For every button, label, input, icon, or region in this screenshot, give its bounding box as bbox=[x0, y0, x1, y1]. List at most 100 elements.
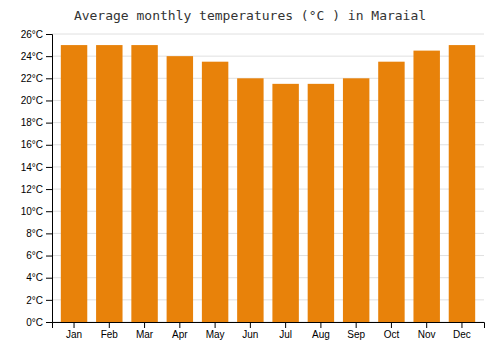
x-tick: Jan bbox=[66, 322, 82, 340]
tick-mark bbox=[426, 322, 427, 328]
grid-line bbox=[52, 34, 484, 35]
tick-label: May bbox=[206, 329, 225, 340]
tick-mark bbox=[46, 211, 52, 212]
tick-mark bbox=[144, 322, 145, 328]
tick-mark bbox=[356, 322, 357, 328]
x-tick: Jun bbox=[242, 322, 258, 340]
tick-label: 2°C bbox=[26, 295, 43, 306]
tick-label: 26°C bbox=[21, 29, 43, 40]
bar bbox=[308, 84, 334, 322]
y-tick: 2°C bbox=[26, 295, 52, 306]
tick-mark bbox=[46, 322, 52, 323]
bar bbox=[61, 45, 87, 322]
tick-mark bbox=[285, 322, 286, 328]
tick-label: 4°C bbox=[26, 272, 43, 283]
tick-mark bbox=[46, 123, 52, 124]
x-tick: May bbox=[206, 322, 225, 340]
tick-mark bbox=[461, 322, 462, 328]
bar bbox=[272, 84, 298, 322]
chart: Jan Feb Mar Apr May Jun Jul Aug Sep Oct Nov Dec 0°C 2… bbox=[0, 0, 500, 350]
bar bbox=[237, 78, 263, 322]
y-tick: 26°C bbox=[21, 29, 52, 40]
bar bbox=[449, 45, 475, 322]
y-tick: 4°C bbox=[26, 272, 52, 283]
tick-label: Jun bbox=[242, 329, 258, 340]
y-tick: 16°C bbox=[21, 139, 52, 150]
y-tick: 20°C bbox=[21, 95, 52, 106]
tick-label: Apr bbox=[172, 329, 188, 340]
tick-label: 14°C bbox=[21, 162, 43, 173]
tick-mark bbox=[46, 100, 52, 101]
tick-label: Oct bbox=[384, 329, 400, 340]
tick-label: 16°C bbox=[21, 139, 43, 150]
bar bbox=[131, 45, 157, 322]
y-tick: 0°C bbox=[26, 317, 52, 328]
tick-mark bbox=[46, 256, 52, 257]
bars bbox=[61, 45, 475, 322]
tick-label: 24°C bbox=[21, 51, 43, 62]
tick-label: 6°C bbox=[26, 250, 43, 261]
x-tick: Apr bbox=[172, 322, 188, 340]
y-tick: 18°C bbox=[21, 117, 52, 128]
tick-mark bbox=[46, 56, 52, 57]
tick-mark bbox=[46, 189, 52, 190]
y-tick: 14°C bbox=[21, 162, 52, 173]
tick-mark bbox=[46, 300, 52, 301]
y-tick: 24°C bbox=[21, 51, 52, 62]
plot: Jan Feb Mar Apr May Jun Jul Aug Sep Oct Nov Dec 0°C 2… bbox=[21, 29, 485, 340]
bar bbox=[413, 51, 439, 322]
bar bbox=[202, 62, 228, 322]
tick-label: 18°C bbox=[21, 117, 43, 128]
y-tick: 6°C bbox=[26, 250, 52, 261]
axis-line bbox=[53, 323, 485, 329]
tick-mark bbox=[215, 322, 216, 328]
tick-label: Nov bbox=[418, 329, 436, 340]
x-axis: Jan Feb Mar Apr May Jun Jul Aug Sep Oct Nov Dec bbox=[53, 322, 485, 340]
tick-mark bbox=[74, 322, 75, 328]
tick-label: 12°C bbox=[21, 184, 43, 195]
tick-mark bbox=[109, 322, 110, 328]
y-axis: 0°C 2°C 4°C 6°C 8°C 10°C 12°C 14°C 16°C 18°C 20°C 2… bbox=[21, 29, 53, 328]
bar bbox=[378, 62, 404, 322]
y-tick: 8°C bbox=[26, 228, 52, 239]
tick-label: 10°C bbox=[21, 206, 43, 217]
tick-label: Jul bbox=[279, 329, 292, 340]
tick-label: 22°C bbox=[21, 73, 43, 84]
bar bbox=[167, 56, 193, 322]
tick-label: Dec bbox=[453, 329, 471, 340]
tick-mark bbox=[46, 167, 52, 168]
tick-mark bbox=[46, 233, 52, 234]
y-tick: 22°C bbox=[21, 73, 52, 84]
tick-mark bbox=[320, 322, 321, 328]
tick-mark bbox=[46, 145, 52, 146]
x-tick: Sep bbox=[347, 322, 365, 340]
y-tick: 12°C bbox=[21, 184, 52, 195]
x-tick: Aug bbox=[312, 322, 330, 340]
tick-label: 0°C bbox=[26, 317, 43, 328]
x-tick: Jul bbox=[279, 322, 292, 340]
tick-mark bbox=[46, 78, 52, 79]
tick-label: Feb bbox=[101, 329, 119, 340]
x-tick: Mar bbox=[136, 322, 154, 340]
tick-mark bbox=[179, 322, 180, 328]
tick-mark bbox=[391, 322, 392, 328]
tick-label: 8°C bbox=[26, 228, 43, 239]
axis-line bbox=[46, 35, 53, 323]
grid bbox=[52, 34, 484, 322]
tick-label: Jan bbox=[66, 329, 82, 340]
x-tick: Dec bbox=[453, 322, 471, 340]
bar bbox=[96, 45, 122, 322]
x-tick: Feb bbox=[101, 322, 119, 340]
x-tick: Nov bbox=[418, 322, 436, 340]
tick-mark bbox=[46, 34, 52, 35]
bar bbox=[343, 78, 369, 322]
tick-mark bbox=[46, 278, 52, 279]
tick-mark bbox=[250, 322, 251, 328]
tick-label: Aug bbox=[312, 329, 330, 340]
tick-label: 20°C bbox=[21, 95, 43, 106]
tick-label: Mar bbox=[136, 329, 154, 340]
title: Average monthly temperatures (°C ) in Ma… bbox=[74, 8, 426, 23]
tick-label: Sep bbox=[347, 329, 365, 340]
x-tick: Oct bbox=[384, 322, 400, 340]
y-tick: 10°C bbox=[21, 206, 52, 217]
